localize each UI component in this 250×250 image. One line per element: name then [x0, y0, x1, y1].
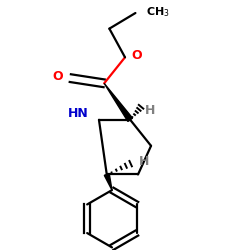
Text: O: O [52, 70, 62, 83]
Text: HN: HN [68, 107, 88, 120]
Polygon shape [104, 83, 132, 122]
Text: H: H [139, 155, 150, 168]
Text: CH$_3$: CH$_3$ [146, 5, 170, 18]
Text: O: O [132, 50, 142, 62]
Text: H: H [144, 104, 155, 117]
Polygon shape [104, 174, 112, 190]
